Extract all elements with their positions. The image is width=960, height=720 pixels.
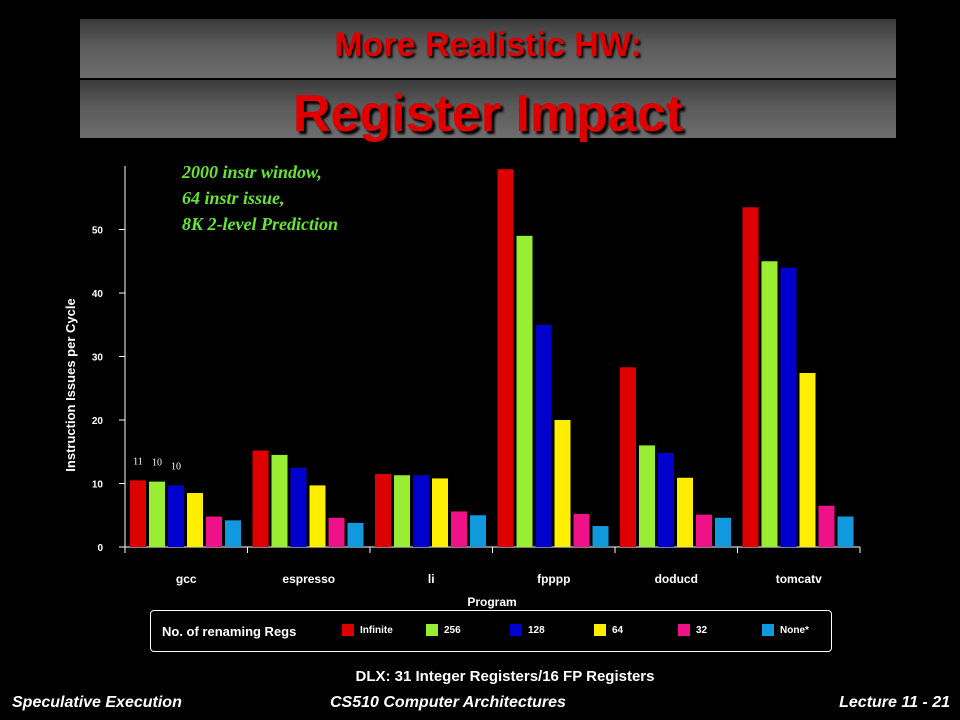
legend-label: 256 [444, 624, 461, 636]
x-axis-label: Program [467, 595, 516, 609]
footer-center: CS510 Computer Architectures [330, 694, 566, 711]
bar-fpppp-64 [554, 420, 571, 547]
bar-doducd-64 [677, 477, 693, 547]
bar-li-256 [394, 475, 410, 547]
bar-tomcatv-256 [761, 261, 778, 547]
y-tick-label: 0 [97, 543, 103, 554]
legend-label: Infinite [360, 624, 393, 636]
bar-doducd-Infinite [620, 367, 636, 547]
bar-gcc-32 [206, 516, 222, 547]
slide-title-line2: Register Impact [292, 85, 684, 143]
data-label: 10 [152, 458, 162, 469]
bar-espresso-256 [271, 454, 288, 547]
bar-doducd-None* [715, 517, 731, 547]
bar-doducd-128 [658, 453, 674, 547]
data-label: 10 [171, 461, 181, 472]
legend-item: 256 [426, 624, 461, 636]
y-tick-label: 30 [92, 353, 104, 364]
x-tick-label-gcc: gcc [176, 572, 197, 586]
annotation-line-2: 64 instr issue, [182, 188, 285, 208]
y-tick-label: 50 [92, 226, 104, 237]
y-tick-label: 20 [92, 416, 104, 427]
bar-doducd-32 [696, 514, 712, 547]
bar-tomcatv-32 [818, 505, 835, 547]
bar-espresso-64 [309, 485, 326, 547]
bar-espresso-Infinite [252, 450, 269, 547]
bar-gcc-256 [149, 481, 165, 547]
legend-swatch [510, 624, 522, 636]
bar-espresso-32 [328, 517, 345, 547]
bar-gcc-Infinite [130, 480, 146, 547]
title-band-top [80, 19, 896, 78]
y-tick-label: 10 [92, 480, 104, 491]
bar-li-64 [432, 478, 448, 547]
x-tick-label-tomcatv: tomcatv [776, 572, 822, 586]
bar-li-32 [451, 511, 467, 547]
x-tick-label-espresso: espresso [282, 572, 335, 586]
y-axis-label: Instruction Issues per Cycle [63, 298, 78, 471]
annotation-line-3: 8K 2-level Prediction [182, 214, 338, 234]
title-band-bottom [80, 80, 896, 138]
bar-tomcatv-128 [780, 267, 797, 547]
legend-item: Infinite [342, 624, 393, 636]
bar-fpppp-None* [592, 526, 609, 547]
bar-li-128 [413, 475, 429, 547]
bar-gcc-None* [225, 520, 241, 547]
footer-right: Lecture 11 - 21 [839, 694, 950, 711]
bar-espresso-None* [347, 522, 364, 547]
footer-left: Speculative Execution [12, 694, 182, 711]
legend-swatch [678, 624, 690, 636]
bar-espresso-128 [290, 467, 307, 547]
bar-tomcatv-None* [837, 516, 854, 547]
legend-title: No. of renaming Regs [162, 624, 297, 639]
slide-subtitle: DLX: 31 Integer Registers/16 FP Register… [355, 668, 655, 685]
legend-box [150, 610, 832, 652]
legend-swatch [594, 624, 606, 636]
legend-item: 64 [594, 624, 623, 636]
bar-fpppp-256 [516, 235, 533, 547]
bar-fpppp-32 [573, 513, 590, 547]
bar-li-Infinite [375, 473, 391, 547]
legend-swatch [762, 624, 774, 636]
legend-label: 32 [696, 624, 708, 636]
legend-swatch [426, 624, 438, 636]
legend-swatch [342, 624, 354, 636]
x-tick-label-doducd: doducd [655, 572, 698, 586]
legend-label: 128 [528, 624, 545, 636]
bar-doducd-256 [639, 445, 655, 547]
legend-label: None* [780, 624, 809, 636]
bar-fpppp-Infinite [497, 169, 514, 548]
y-tick-label: 40 [92, 289, 104, 300]
x-tick-label-fpppp: fpppp [537, 572, 570, 586]
bar-tomcatv-Infinite [742, 207, 759, 547]
bar-gcc-128 [168, 485, 184, 547]
bar-fpppp-128 [535, 324, 552, 547]
annotation-line-1: 2000 instr window, [182, 162, 322, 182]
legend-item: 128 [510, 624, 545, 636]
bar-tomcatv-64 [799, 373, 816, 547]
legend-item: 32 [678, 624, 707, 636]
slide-title-line1: More Realistic HW: [334, 26, 642, 64]
x-tick-label-li: li [428, 572, 435, 586]
data-label: 11 [133, 456, 143, 467]
legend-item: None* [762, 624, 809, 636]
bar-li-None* [470, 515, 486, 547]
legend-label: 64 [612, 624, 624, 636]
bar-gcc-64 [187, 493, 203, 547]
